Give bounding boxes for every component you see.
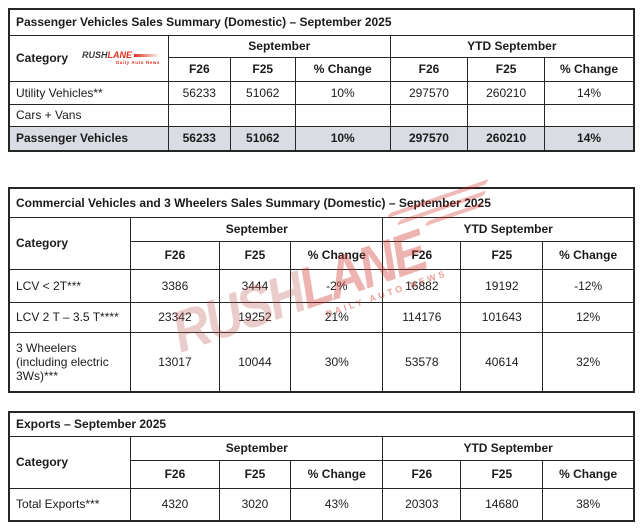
logo-text-rush: RUSH <box>82 49 108 60</box>
cell-value: 13017 <box>130 331 220 393</box>
subheader-f26: F26 <box>167 56 231 82</box>
row-category: LCV < 2T*** <box>8 268 132 303</box>
subheader-ytd-f26: F26 <box>382 459 462 489</box>
row-category: LCV 2 T – 3.5 T**** <box>8 301 132 333</box>
cell-value: 10% <box>294 125 391 152</box>
cell-value <box>544 103 635 127</box>
cell-value: 4320 <box>130 487 220 522</box>
cell-value: 3444 <box>218 268 292 303</box>
cell-value: 19192 <box>460 268 544 303</box>
cell-value: 14% <box>544 80 635 105</box>
table-row: LCV < 2T*** 3386 3444 -2% 16882 19192 -1… <box>8 268 635 303</box>
subheader-ytd-f25: F25 <box>460 240 544 270</box>
subheader-ytd-f26: F26 <box>382 240 462 270</box>
cell-value: 19252 <box>218 301 292 333</box>
cell-value <box>229 103 296 127</box>
cell-value: 14680 <box>460 487 544 522</box>
subheader-ytd-f26: F26 <box>389 56 469 82</box>
cell-value <box>294 103 391 127</box>
table-title: Exports – September 2025 <box>8 411 635 437</box>
rushlane-logo: RUSH LANE Daily Auto News <box>82 49 161 66</box>
subheader-f25: F25 <box>218 240 292 270</box>
subheader-f25: F25 <box>229 56 296 82</box>
commercial-vehicles-table: Commercial Vehicles and 3 Wheelers Sales… <box>8 187 635 393</box>
cell-value: 43% <box>290 487 384 522</box>
subheader-f26: F26 <box>130 459 220 489</box>
cell-value: 101643 <box>460 301 544 333</box>
cell-value: 51062 <box>229 80 296 105</box>
logo-underline <box>134 54 161 57</box>
cell-value: 114176 <box>382 301 462 333</box>
group-header-september: September <box>130 435 384 461</box>
row-category: Passenger Vehicles <box>8 125 169 152</box>
cell-value: 14% <box>544 125 635 152</box>
table-row: Cars + Vans <box>8 103 635 127</box>
cell-value: 38% <box>542 487 635 522</box>
subheader-f25: F25 <box>218 459 292 489</box>
cell-value: 16882 <box>382 268 462 303</box>
cell-value: 12% <box>542 301 635 333</box>
cell-value: 3386 <box>130 268 220 303</box>
cell-value <box>167 103 231 127</box>
cell-value: 56233 <box>167 125 231 152</box>
category-header-cell: Category <box>8 216 132 270</box>
group-header-september: September <box>167 34 391 58</box>
subheader-f26: F26 <box>130 240 220 270</box>
cell-value: 56233 <box>167 80 231 105</box>
table-row: 3 Wheelers (including electric 3Ws)*** 1… <box>8 331 635 393</box>
group-header-ytd-september: YTD September <box>389 34 635 58</box>
subheader-ytd-f25: F25 <box>460 459 544 489</box>
subheader-ytd-pct-change: % Change <box>544 56 635 82</box>
cell-value: 20303 <box>382 487 462 522</box>
category-header: Category <box>16 51 69 65</box>
category-header-cell: Category RUSH LANE Daily Auto News <box>8 34 169 82</box>
group-header-ytd-september: YTD September <box>382 216 635 242</box>
cell-value <box>467 103 546 127</box>
table-row-total: Passenger Vehicles 56233 51062 10% 29757… <box>8 125 635 152</box>
table-row: LCV 2 T – 3.5 T**** 23342 19252 21% 1141… <box>8 301 635 333</box>
cell-value: 260210 <box>467 125 546 152</box>
cell-value: 10044 <box>218 331 292 393</box>
row-category: Cars + Vans <box>8 103 169 127</box>
group-header-september: September <box>130 216 384 242</box>
cell-value: 260210 <box>467 80 546 105</box>
cell-value: 32% <box>542 331 635 393</box>
row-category: Total Exports*** <box>8 487 132 522</box>
category-header: Category <box>16 236 69 250</box>
cell-value: 40614 <box>460 331 544 393</box>
row-category: Utility Vehicles** <box>8 80 169 105</box>
table-row: Total Exports*** 4320 3020 43% 20303 146… <box>8 487 635 522</box>
cell-value: 297570 <box>389 80 469 105</box>
category-header-cell: Category <box>8 435 132 489</box>
cell-value: 3020 <box>218 487 292 522</box>
table-title: Passenger Vehicles Sales Summary (Domest… <box>8 8 635 36</box>
subheader-ytd-f25: F25 <box>467 56 546 82</box>
cell-value: 297570 <box>389 125 469 152</box>
subheader-ytd-pct-change: % Change <box>542 459 635 489</box>
cell-value: 10% <box>294 80 391 105</box>
cell-value: 30% <box>290 331 384 393</box>
cell-value: -2% <box>290 268 384 303</box>
cell-value: -12% <box>542 268 635 303</box>
subheader-ytd-pct-change: % Change <box>542 240 635 270</box>
row-category: 3 Wheelers (including electric 3Ws)*** <box>8 331 132 393</box>
subheader-pct-change: % Change <box>294 56 391 82</box>
subheader-pct-change: % Change <box>290 240 384 270</box>
group-header-ytd-september: YTD September <box>382 435 635 461</box>
cell-value: 53578 <box>382 331 462 393</box>
category-header: Category <box>16 455 69 469</box>
passenger-vehicles-table: Passenger Vehicles Sales Summary (Domest… <box>8 8 635 152</box>
cell-value: 51062 <box>229 125 296 152</box>
cell-value: 23342 <box>130 301 220 333</box>
cell-value <box>389 103 469 127</box>
table-row: Utility Vehicles** 56233 51062 10% 29757… <box>8 80 635 105</box>
logo-text-lane: LANE <box>107 49 133 60</box>
logo-tagline: Daily Auto News <box>115 59 161 65</box>
cell-value: 21% <box>290 301 384 333</box>
subheader-pct-change: % Change <box>290 459 384 489</box>
exports-table: Exports – September 2025 Category Septem… <box>8 411 635 522</box>
table-title: Commercial Vehicles and 3 Wheelers Sales… <box>8 187 635 218</box>
